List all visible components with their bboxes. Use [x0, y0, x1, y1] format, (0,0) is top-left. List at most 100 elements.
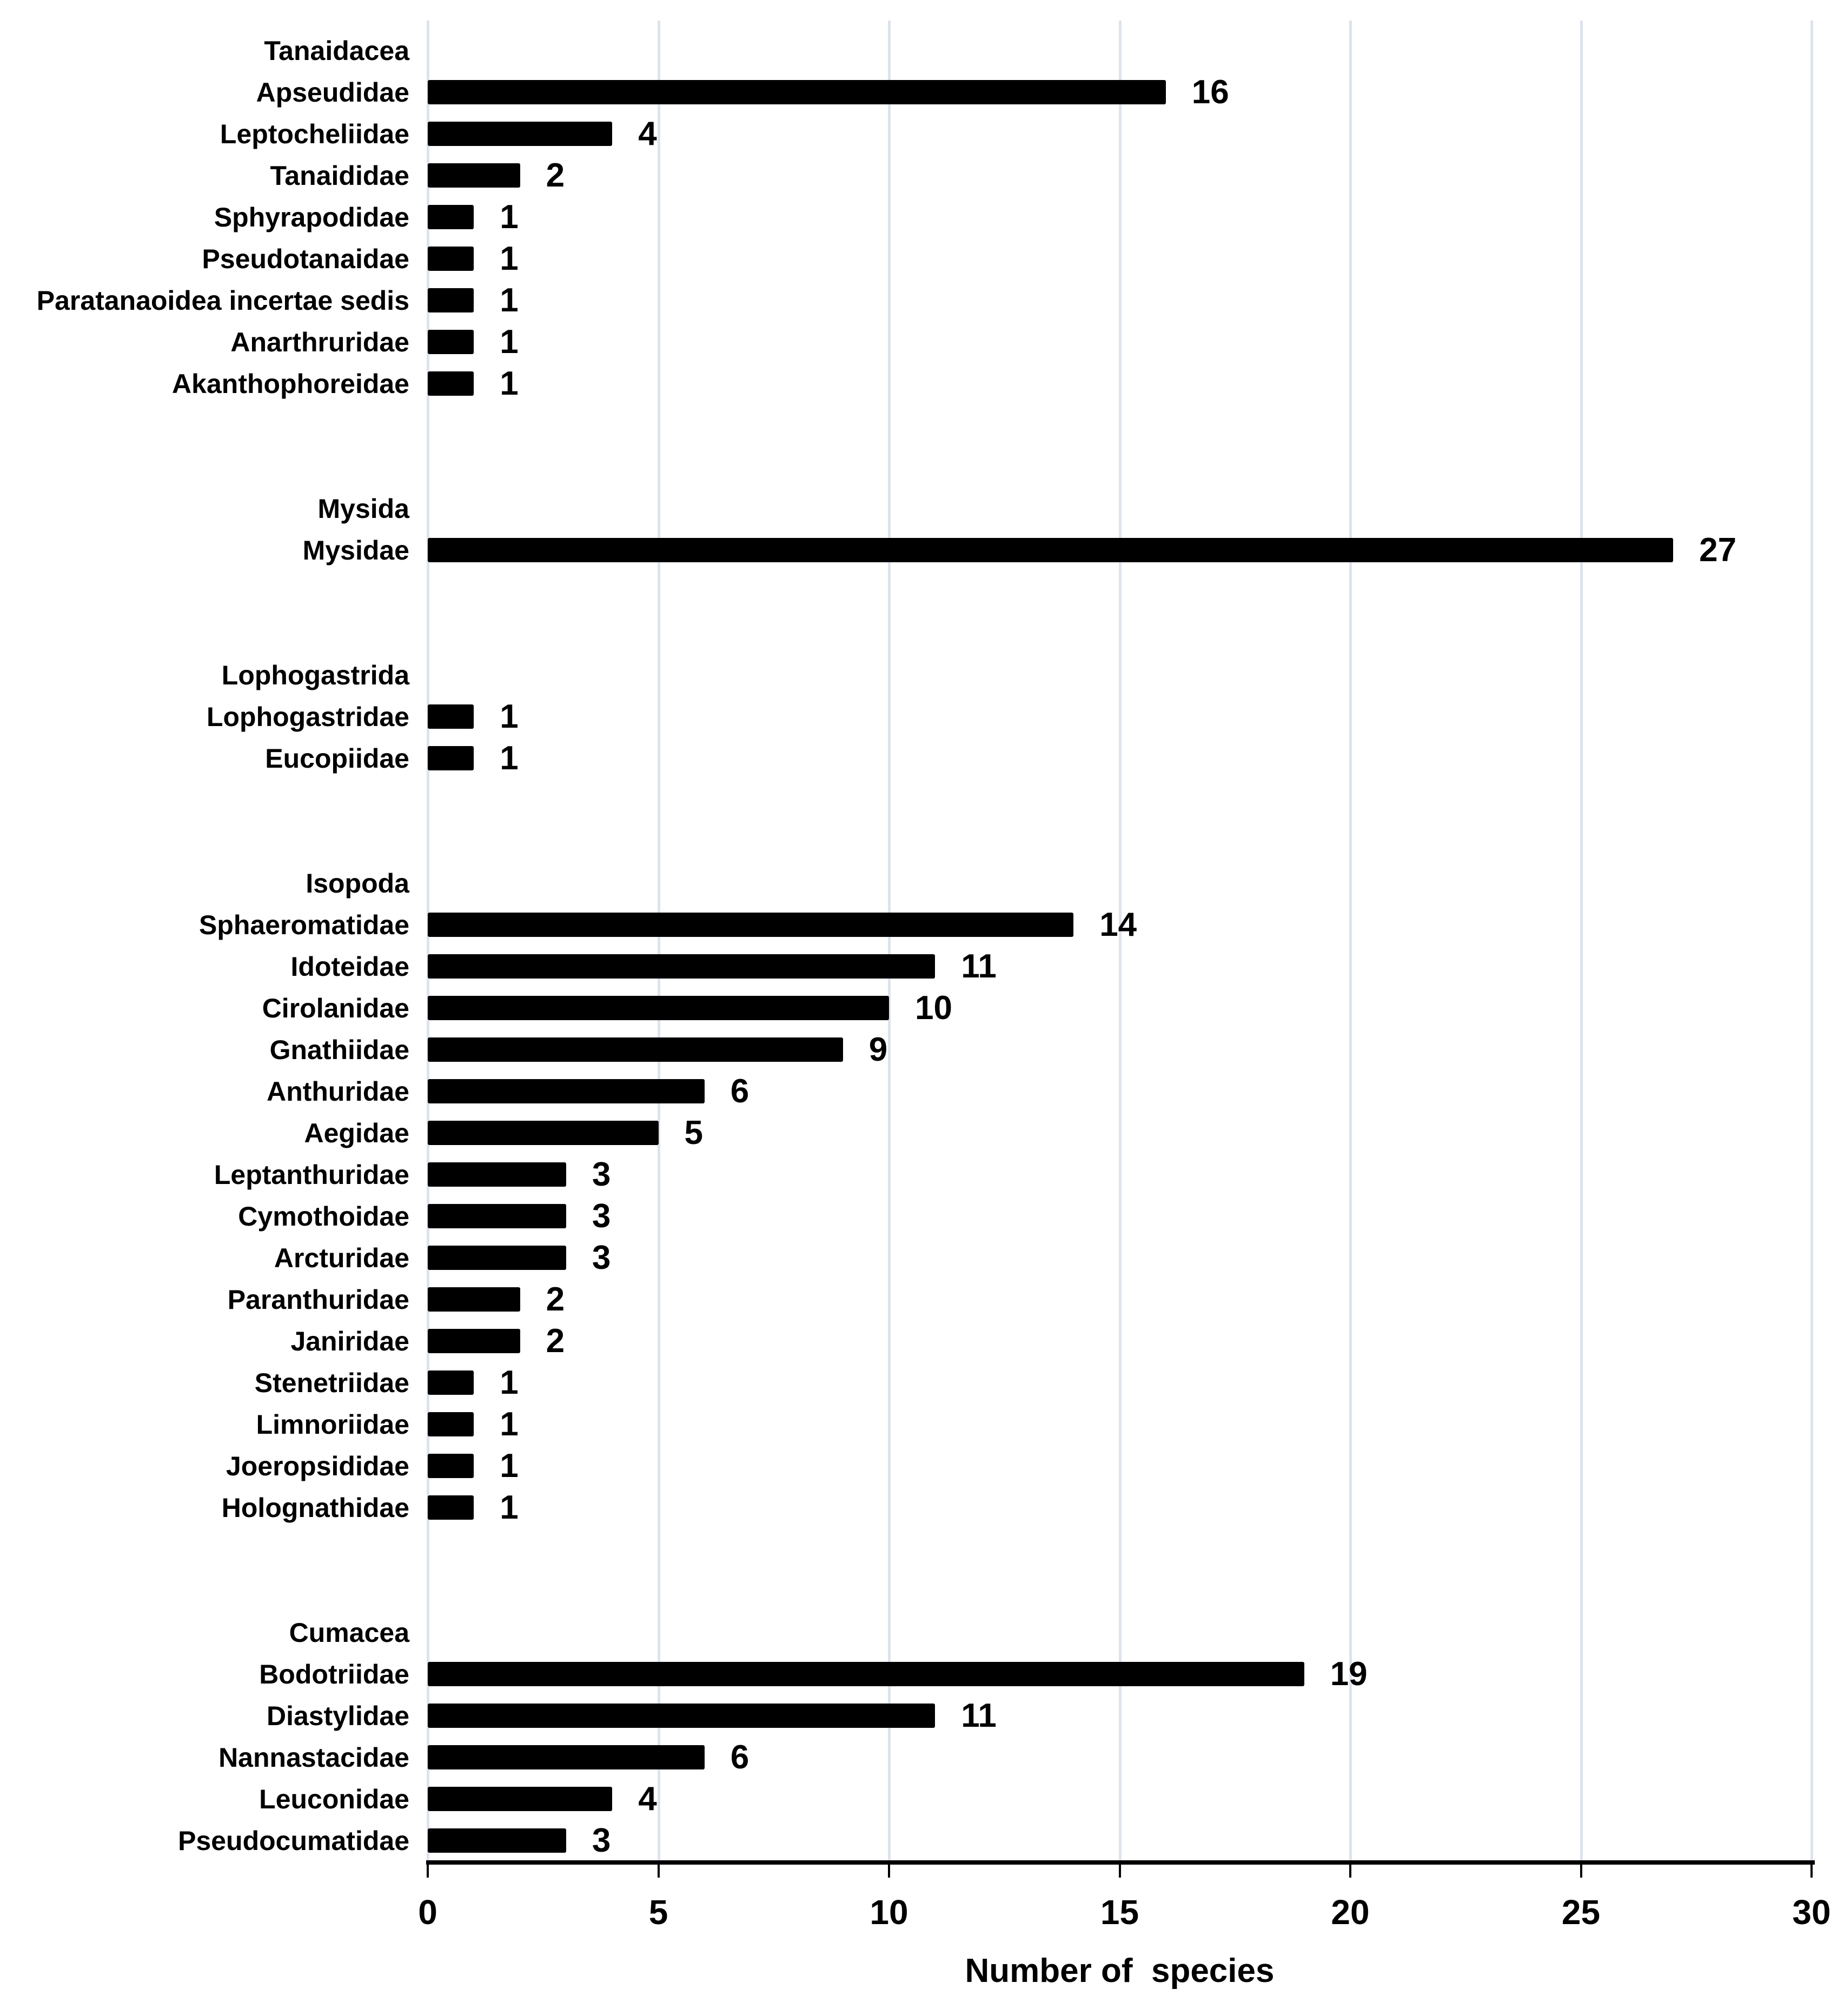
axis-tick — [1118, 1865, 1121, 1878]
x-axis-title: Number of species — [965, 1952, 1275, 1990]
plot-cell: 1 — [428, 196, 1844, 238]
plot-cell: 14 — [428, 904, 1844, 946]
value-label: 6 — [730, 1738, 749, 1776]
group-gap — [0, 1528, 1844, 1612]
plot-cell: 1 — [428, 1487, 1844, 1528]
bar-row: Arcturidae 3 — [0, 1237, 1844, 1279]
bar-rows: Tanaidacea Apseudidae 16 Leptocheliidae 4 Tan… — [0, 30, 1844, 1861]
value-label: 3 — [592, 1155, 611, 1193]
empty-plot-cell — [428, 654, 1844, 696]
value-label: 14 — [1099, 906, 1137, 943]
value-label: 4 — [638, 1780, 657, 1818]
bar-row: Bodotriidae 19 — [0, 1653, 1844, 1695]
plot-cell: 1 — [428, 1403, 1844, 1445]
bar-row: Cirolanidae 10 — [0, 987, 1844, 1029]
bar-row: Eucopiidae 1 — [0, 737, 1844, 779]
bar — [428, 330, 474, 354]
family-label: Paranthuridae — [227, 1284, 409, 1315]
group-order-label: Isopoda — [306, 868, 409, 899]
bar-row: Diastylidae 11 — [0, 1695, 1844, 1736]
plot-cell: 3 — [428, 1154, 1844, 1195]
value-label: 1 — [500, 1447, 519, 1485]
bar — [428, 1704, 936, 1728]
family-label: Sphaeromatidae — [198, 909, 409, 940]
empty-plot-cell — [428, 30, 1844, 71]
value-label: 10 — [915, 989, 952, 1027]
plot-cell: 9 — [428, 1029, 1844, 1070]
tick-label: 15 — [1100, 1893, 1139, 1932]
bar — [428, 1121, 659, 1145]
axis-tick — [427, 1865, 429, 1878]
plot-cell: 4 — [428, 1778, 1844, 1820]
bar — [428, 538, 1674, 562]
bar-row: Paranthuridae 2 — [0, 1279, 1844, 1320]
value-label: 3 — [592, 1197, 611, 1235]
axis-tick — [1349, 1865, 1351, 1878]
bar — [428, 122, 613, 146]
bar — [428, 1287, 520, 1312]
bar-row: Idoteidae 11 — [0, 946, 1844, 987]
tick-label: 5 — [648, 1893, 668, 1932]
tick-label: 20 — [1331, 1893, 1370, 1932]
group-gap — [0, 404, 1844, 488]
bar — [428, 371, 474, 396]
bar-row: Holognathidae 1 — [0, 1487, 1844, 1528]
plot-cell: 1 — [428, 696, 1844, 737]
family-label: Apseudidae — [256, 77, 409, 108]
value-label: 2 — [546, 156, 565, 194]
bar-row: Mysidae 27 — [0, 529, 1844, 571]
bar-row: Anarthruridae 1 — [0, 321, 1844, 363]
value-label: 27 — [1699, 531, 1737, 569]
group-header-row: Lophogastrida — [0, 654, 1844, 696]
value-label: 1 — [500, 323, 519, 361]
group-header-row: Tanaidacea — [0, 30, 1844, 71]
value-label: 19 — [1330, 1655, 1368, 1693]
axis-tick — [888, 1865, 890, 1878]
family-label: Leptanthuridae — [214, 1159, 409, 1190]
family-label: Aegidae — [304, 1117, 409, 1148]
bar — [428, 205, 474, 229]
empty-plot-cell — [428, 488, 1844, 529]
value-label: 1 — [500, 1488, 519, 1526]
bar — [428, 996, 889, 1020]
group-header-row: Cumacea — [0, 1612, 1844, 1653]
value-label: 1 — [500, 198, 519, 236]
bar — [428, 1246, 566, 1270]
family-label: Limnoriidae — [256, 1409, 409, 1440]
plot-cell: 1 — [428, 363, 1844, 404]
bar-row: Anthuridae 6 — [0, 1070, 1844, 1112]
group-header-row: Mysida — [0, 488, 1844, 529]
family-label: Akanthophoreidae — [172, 368, 409, 399]
family-label: Paratanaoidea incertae sedis — [36, 285, 409, 316]
value-label: 2 — [546, 1280, 565, 1318]
bar-row: Tanaididae 2 — [0, 155, 1844, 196]
family-label: Lophogastridae — [206, 701, 409, 732]
family-label: Joeropsididae — [226, 1451, 409, 1481]
plot-cell: 1 — [428, 321, 1844, 363]
family-label: Leuconidae — [259, 1784, 409, 1814]
family-label: Bodotriidae — [259, 1659, 409, 1689]
plot-cell: 10 — [428, 987, 1844, 1029]
plot-cell: 16 — [428, 71, 1844, 113]
value-label: 9 — [868, 1030, 888, 1068]
bar — [428, 1828, 566, 1853]
bar-row: Apseudidae 16 — [0, 71, 1844, 113]
plot-cell: 1 — [428, 238, 1844, 280]
bar — [428, 746, 474, 770]
bar-row: Aegidae 5 — [0, 1112, 1844, 1154]
bar-row: Nannastacidae 6 — [0, 1736, 1844, 1778]
value-label: 1 — [500, 1405, 519, 1443]
tick-label: 30 — [1792, 1893, 1831, 1932]
family-label: Anarthruridae — [230, 327, 409, 357]
bar — [428, 704, 474, 729]
value-label: 1 — [500, 239, 519, 277]
bar-row: Pseudocumatidae 3 — [0, 1820, 1844, 1861]
bar-row: Leptanthuridae 3 — [0, 1154, 1844, 1195]
bar — [428, 1745, 705, 1769]
family-label: Eucopiidae — [265, 743, 409, 774]
family-label: Sphyrapodidae — [214, 202, 409, 232]
value-label: 5 — [684, 1114, 703, 1152]
plot-cell: 11 — [428, 1695, 1844, 1736]
plot-cell: 19 — [428, 1653, 1844, 1695]
value-label: 1 — [500, 281, 519, 319]
